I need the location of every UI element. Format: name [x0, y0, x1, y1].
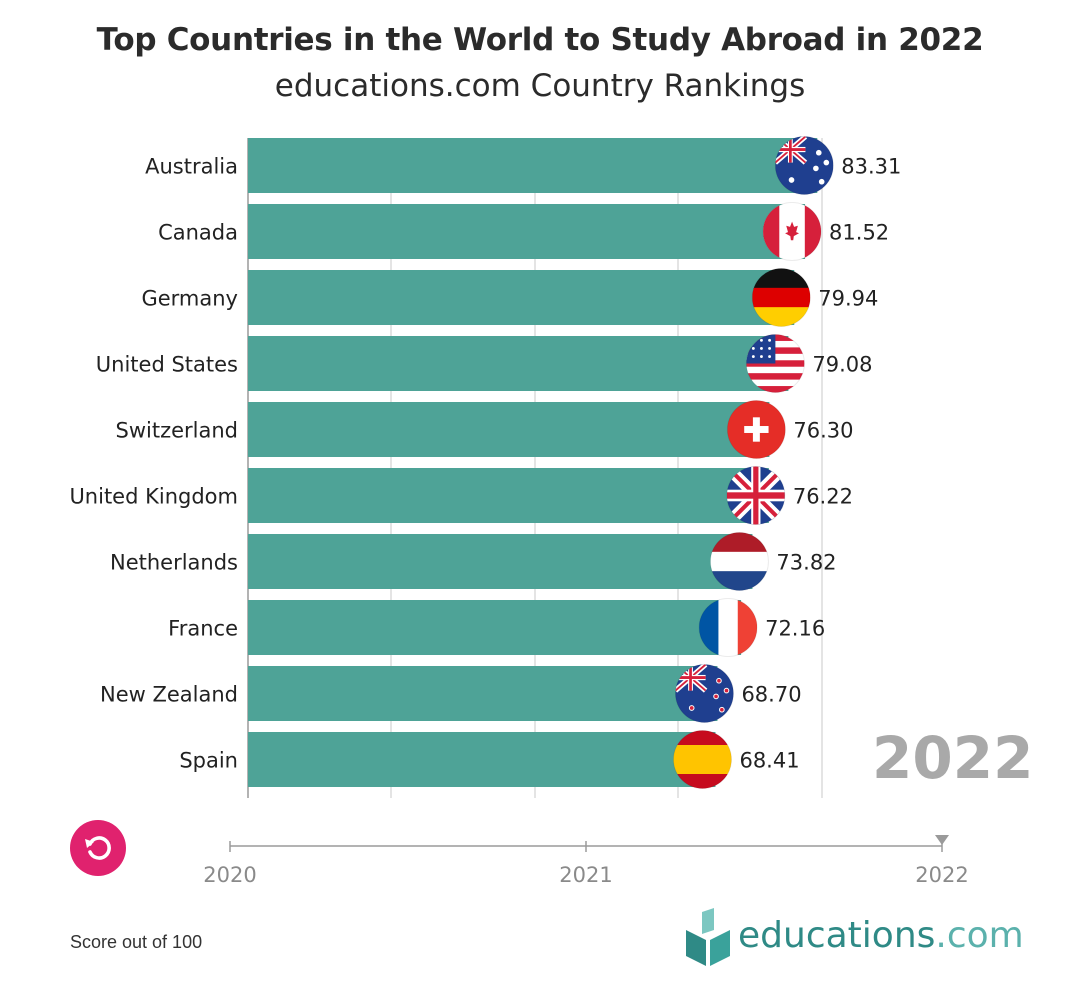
bar	[248, 600, 742, 655]
bar	[248, 732, 716, 787]
bar	[248, 534, 753, 589]
footnote: Score out of 100	[70, 932, 203, 952]
category-label: New Zealand	[100, 683, 238, 707]
bar	[248, 270, 795, 325]
timeline-label: 2021	[559, 863, 612, 887]
category-label: Switzerland	[116, 419, 239, 443]
usa-flag	[746, 334, 805, 393]
chart-title: Top Countries in the World to Study Abro…	[96, 22, 984, 58]
bar-row: Canada 81.52	[158, 202, 889, 261]
category-label: France	[168, 617, 238, 641]
bar-row: Switzerland 76.30	[116, 400, 854, 459]
bar-row: Australia 83.31	[145, 136, 901, 195]
category-label: Germany	[141, 287, 238, 311]
new-zealand-flag	[675, 664, 734, 723]
timeline-label: 2022	[915, 863, 968, 887]
value-label: 68.70	[741, 683, 801, 707]
replay-icon	[85, 836, 111, 860]
bar-row: United States 79.08	[96, 334, 873, 393]
category-label: Netherlands	[110, 551, 238, 575]
bar	[248, 138, 818, 193]
value-label: 81.52	[829, 221, 889, 245]
bar	[248, 468, 769, 523]
bar-row: Germany 79.94	[141, 268, 878, 327]
value-label: 76.30	[793, 419, 853, 443]
bar	[248, 204, 806, 259]
bar-row: United Kingdom 76.22	[69, 466, 853, 525]
switzerland-flag	[727, 400, 786, 459]
replay-button[interactable]	[70, 820, 126, 876]
category-label: United Kingdom	[69, 485, 238, 509]
educations-logo[interactable]: educations.com	[738, 915, 1024, 956]
bar-row: Netherlands 73.82	[110, 532, 837, 591]
category-label: Australia	[145, 155, 238, 179]
category-label: United States	[96, 353, 238, 377]
value-label: 73.82	[776, 551, 836, 575]
timeline-label: 2020	[203, 863, 256, 887]
value-label: 83.31	[841, 155, 901, 179]
chart-subtitle: educations.com Country Rankings	[274, 68, 806, 104]
france-flag	[699, 598, 758, 657]
category-label: Canada	[158, 221, 238, 245]
value-label: 72.16	[765, 617, 825, 641]
logo-main: educations	[738, 915, 936, 956]
category-label: Spain	[179, 749, 238, 773]
value-label: 68.41	[739, 749, 799, 773]
bar	[248, 666, 718, 721]
value-label: 79.08	[812, 353, 872, 377]
germany-flag	[752, 268, 811, 327]
bar	[248, 402, 770, 457]
bars: Australia 83.31 Canada 81.52 Germany 79.94 Uni…	[69, 136, 901, 789]
value-label: 76.22	[793, 485, 853, 509]
bar-row: France 72.16	[168, 598, 825, 657]
bar-row: New Zealand 68.70	[100, 664, 802, 723]
logo-suffix: .com	[935, 915, 1024, 956]
netherlands-flag	[710, 532, 769, 591]
value-label: 79.94	[818, 287, 878, 311]
canada-flag	[763, 202, 822, 261]
bar	[248, 336, 789, 391]
bar-row: Spain 68.41	[179, 730, 800, 789]
current-year-label: 2022	[872, 724, 1034, 792]
book-logo-icon	[686, 908, 730, 966]
timeline-handle[interactable]	[935, 835, 949, 845]
uk-flag	[726, 466, 785, 525]
